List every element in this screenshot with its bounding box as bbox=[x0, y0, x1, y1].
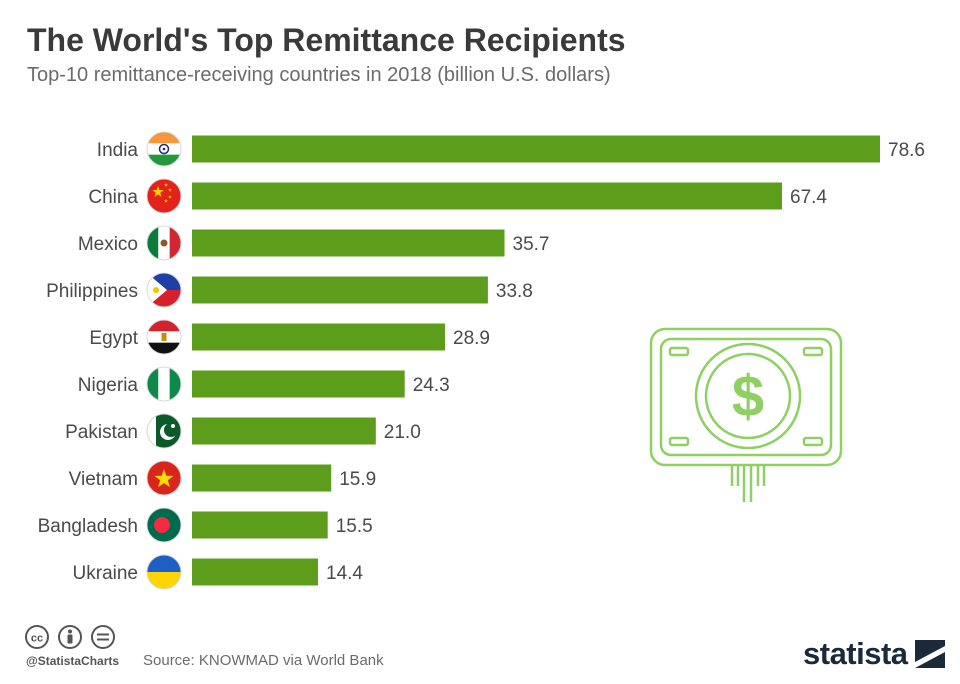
ukraine-flag-icon bbox=[147, 555, 181, 589]
vietnam-flag-icon bbox=[147, 461, 181, 495]
value-label: 28.9 bbox=[453, 328, 490, 349]
category-label: Pakistan bbox=[65, 422, 138, 443]
chart-title: The World's Top Remittance Recipients bbox=[27, 22, 626, 58]
category-label: Bangladesh bbox=[38, 516, 138, 537]
value-label: 21.0 bbox=[384, 422, 421, 443]
value-label: 78.6 bbox=[888, 140, 925, 161]
statista-handle: @StatistaCharts bbox=[26, 654, 120, 668]
statista-logo: statista bbox=[803, 636, 945, 672]
value-label: 33.8 bbox=[496, 281, 533, 302]
bar bbox=[192, 464, 332, 492]
bar bbox=[192, 511, 328, 539]
bangladesh-flag-icon bbox=[147, 508, 181, 542]
india-flag-icon bbox=[147, 132, 181, 166]
bar bbox=[192, 182, 782, 210]
chart-subtitle: Top-10 remittance-receiving countries in… bbox=[27, 64, 611, 86]
cc-icon bbox=[25, 625, 49, 649]
category-label: Philippines bbox=[46, 281, 138, 302]
mexico-flag-icon bbox=[147, 226, 181, 260]
category-label: Nigeria bbox=[78, 375, 139, 396]
value-label: 14.4 bbox=[326, 563, 363, 584]
nd-icon bbox=[91, 625, 115, 649]
statista-logo-text: statista bbox=[803, 636, 908, 671]
nigeria-flag-icon bbox=[147, 367, 181, 401]
philippines-flag-icon bbox=[147, 273, 181, 307]
china-flag-icon bbox=[147, 179, 181, 213]
pakistan-flag-icon bbox=[147, 414, 181, 448]
by-icon bbox=[58, 625, 82, 649]
bar bbox=[192, 229, 505, 257]
svg-text:$: $ bbox=[732, 364, 764, 429]
bar bbox=[192, 323, 445, 351]
money-bill-dollar-icon: $ bbox=[649, 327, 843, 502]
value-label: 15.9 bbox=[339, 469, 376, 490]
value-label: 35.7 bbox=[513, 234, 550, 255]
bar bbox=[192, 135, 880, 163]
license-icons: cc bbox=[25, 625, 115, 649]
value-label: 15.5 bbox=[336, 516, 373, 537]
source-note: Source: KNOWMAD via World Bank bbox=[143, 652, 384, 669]
category-label: Vietnam bbox=[69, 469, 138, 490]
category-label: China bbox=[88, 187, 138, 208]
bar-chart: India 78.6 China 67.4 Mexico 35.7 Philippines 3… bbox=[38, 131, 925, 590]
category-label: Ukraine bbox=[73, 563, 138, 584]
value-label: 67.4 bbox=[790, 187, 827, 208]
svg-text:cc: cc bbox=[31, 633, 43, 645]
bar bbox=[192, 370, 405, 398]
egypt-flag-icon bbox=[147, 320, 181, 354]
bar bbox=[192, 276, 488, 304]
bar bbox=[192, 417, 376, 445]
statista-logo-icon bbox=[914, 640, 945, 668]
category-label: Mexico bbox=[78, 234, 138, 255]
bar bbox=[192, 558, 318, 586]
category-label: India bbox=[97, 140, 139, 161]
category-label: Egypt bbox=[89, 328, 138, 349]
value-label: 24.3 bbox=[413, 375, 450, 396]
